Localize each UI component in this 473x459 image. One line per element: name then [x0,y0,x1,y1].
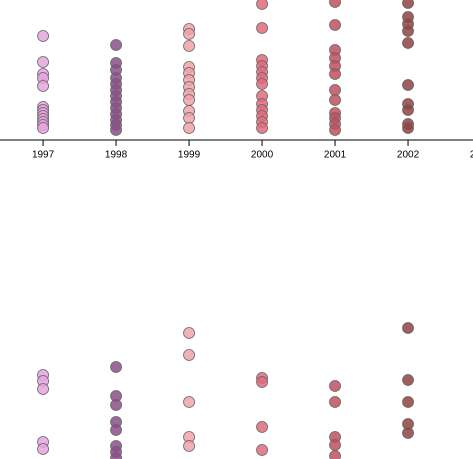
x-tick-label: 1997 [32,150,55,161]
dot [110,124,122,136]
dot [402,0,414,9]
dot [329,380,341,392]
dot [329,396,341,408]
dot [329,94,341,106]
dot [183,122,195,134]
dot [402,374,414,386]
dot [183,28,195,40]
dot [110,424,122,436]
dot [402,37,414,49]
dot [402,322,414,334]
dot [37,383,49,395]
dot [183,440,195,452]
dot [329,68,341,80]
x-tick-label: 2001 [324,150,347,161]
dot [402,25,414,37]
dot [256,444,268,456]
dot [402,396,414,408]
x-tick-label: 2003 [470,150,473,161]
dot [402,79,414,91]
dot [329,84,341,96]
dot [110,39,122,51]
dot [256,78,268,90]
x-tick-label: 2002 [397,150,420,161]
dot [329,0,341,8]
dot [402,427,414,439]
dot [110,452,122,459]
dot [37,122,49,134]
x-tick-label: 2000 [251,150,274,161]
dot [183,94,195,106]
dot [256,22,268,34]
dot [256,376,268,388]
dot [183,396,195,408]
dot [183,349,195,361]
dot [37,30,49,42]
dot [37,443,49,455]
dot [110,361,122,373]
dot [402,122,414,134]
dot [329,439,341,451]
dot [329,19,341,31]
dot [183,327,195,339]
x-tick-label: 1999 [178,150,201,161]
dot [329,124,341,136]
dot [402,104,414,116]
dot [256,0,268,10]
dot [110,399,122,411]
dot [256,421,268,433]
dot [329,450,341,459]
dot [183,112,195,124]
dot [37,80,49,92]
dot [183,40,195,52]
dot [256,122,268,134]
x-tick-label: 1998 [105,150,128,161]
dot [37,56,49,68]
